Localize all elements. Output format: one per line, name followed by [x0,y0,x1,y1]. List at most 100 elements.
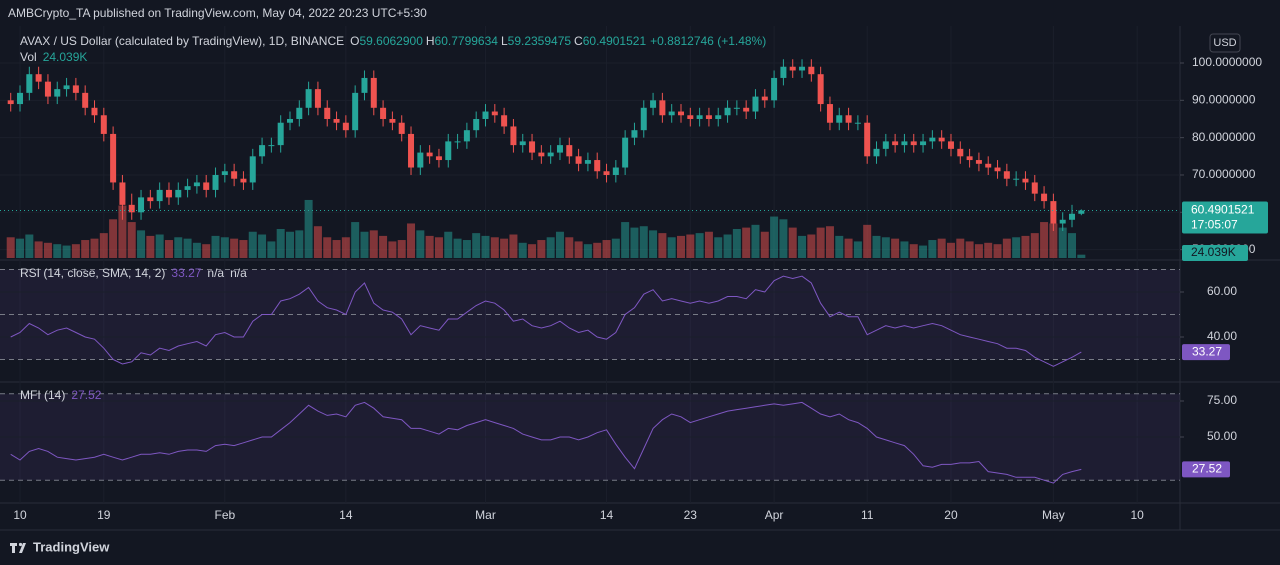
candle-body [910,141,917,146]
candle-body [491,111,498,116]
indicator-title: MFI (14) [20,388,65,402]
volume-legend-name: Vol [20,50,37,64]
legend-ohlc-prefix: H [426,34,435,48]
brand-logo [10,542,26,553]
volume-bar [742,227,751,258]
candle-body [82,92,89,108]
volume-bar [639,226,648,258]
volume-bar [1012,237,1021,258]
legend-title: AVAX / US Dollar (calculated by TradingV… [20,34,344,48]
candle-body [771,77,778,101]
legend-ohlc-prefix: C [574,34,583,48]
x-tick-label: Feb [214,508,235,522]
candle-body [1059,219,1066,224]
volume-bar [518,242,527,258]
candle-body [985,163,992,168]
candle-body [35,74,42,82]
volume-bar [798,235,807,258]
candle-body [808,66,815,75]
candle-body [305,89,312,108]
x-tick-label: 20 [944,508,958,522]
volume-bar [881,237,890,258]
candle-body [640,107,647,131]
candle-body [994,167,1001,172]
volume-bar [434,237,443,258]
candle-body [501,115,508,127]
candle-body [1022,178,1029,183]
candle-body [556,145,563,153]
volume-bar [909,244,918,258]
volume-bar [704,231,713,258]
volume-bar [1068,233,1077,258]
volume-bar [602,240,611,258]
candle-body [259,145,266,157]
candle-body [175,189,182,198]
volume-bar [341,237,350,258]
candle-body [920,141,927,146]
volume-bar [546,237,555,258]
candle-body [342,122,349,131]
candle-body [482,111,489,119]
candle-body [445,141,452,161]
legend-ohlc-value: 60.4901521 [583,34,647,48]
volume-bar [956,238,965,258]
volume-bar [1077,254,1086,258]
volume-bar [621,222,630,258]
legend: AVAX / US Dollar (calculated by TradingV… [20,34,766,48]
indicator-line [10,275,1082,367]
volume-bar [425,235,434,258]
candle-body [1078,210,1085,214]
x-tick-label: 10 [13,508,27,522]
published-note: AMBCrypto_TA published on TradingView.co… [8,6,427,20]
value-badge-label: 33.27 [1192,344,1222,358]
volume-bar [62,245,71,258]
volume-bar [472,233,481,258]
volume-bar [174,237,183,258]
candle-body [389,118,396,123]
volume-bar [900,241,909,258]
volume-bar [313,226,322,258]
volume-bar [453,238,462,258]
candle-body [398,122,405,134]
volume-bar [770,216,779,258]
volume-bar [127,222,136,258]
y-tick-label: 70.0000000 [1192,167,1256,181]
volume-bar [43,242,52,258]
volume-bar [25,234,34,258]
volume-bar [974,244,983,258]
legend-ohlc-prefix: O [350,34,359,48]
candle-body [314,89,321,108]
candle-body [147,197,154,202]
candle-body [733,107,740,109]
candle-body [296,107,303,119]
candle-body [361,77,368,93]
volume-bar [984,242,993,258]
candle-body [547,152,554,157]
candle-body [231,171,238,179]
volume-bar [248,231,257,258]
candle-body [696,115,703,119]
candle-body [100,115,107,134]
candle-body [566,145,573,157]
indicator-extra: n/a [230,266,247,280]
volume-bar [667,237,676,258]
candle-body [584,160,591,164]
candle-body [221,171,228,175]
candle-body [417,152,424,168]
volume-bar [276,228,285,258]
volume-bar [71,244,80,258]
volume-bar [751,224,760,258]
candle-body [594,160,601,172]
volume-bar [407,223,416,258]
candle-body [743,107,750,112]
candle-body [1069,213,1076,220]
candle-body [929,137,936,142]
candle-body [668,111,675,116]
legend-ohlc-prefix: L [501,34,508,48]
candle-body [426,152,433,157]
candle-body [650,100,657,108]
volume-bar [695,233,704,258]
y-tick-label: 75.00 [1207,393,1237,407]
candle-body [882,141,889,149]
volume-bar [677,235,686,258]
